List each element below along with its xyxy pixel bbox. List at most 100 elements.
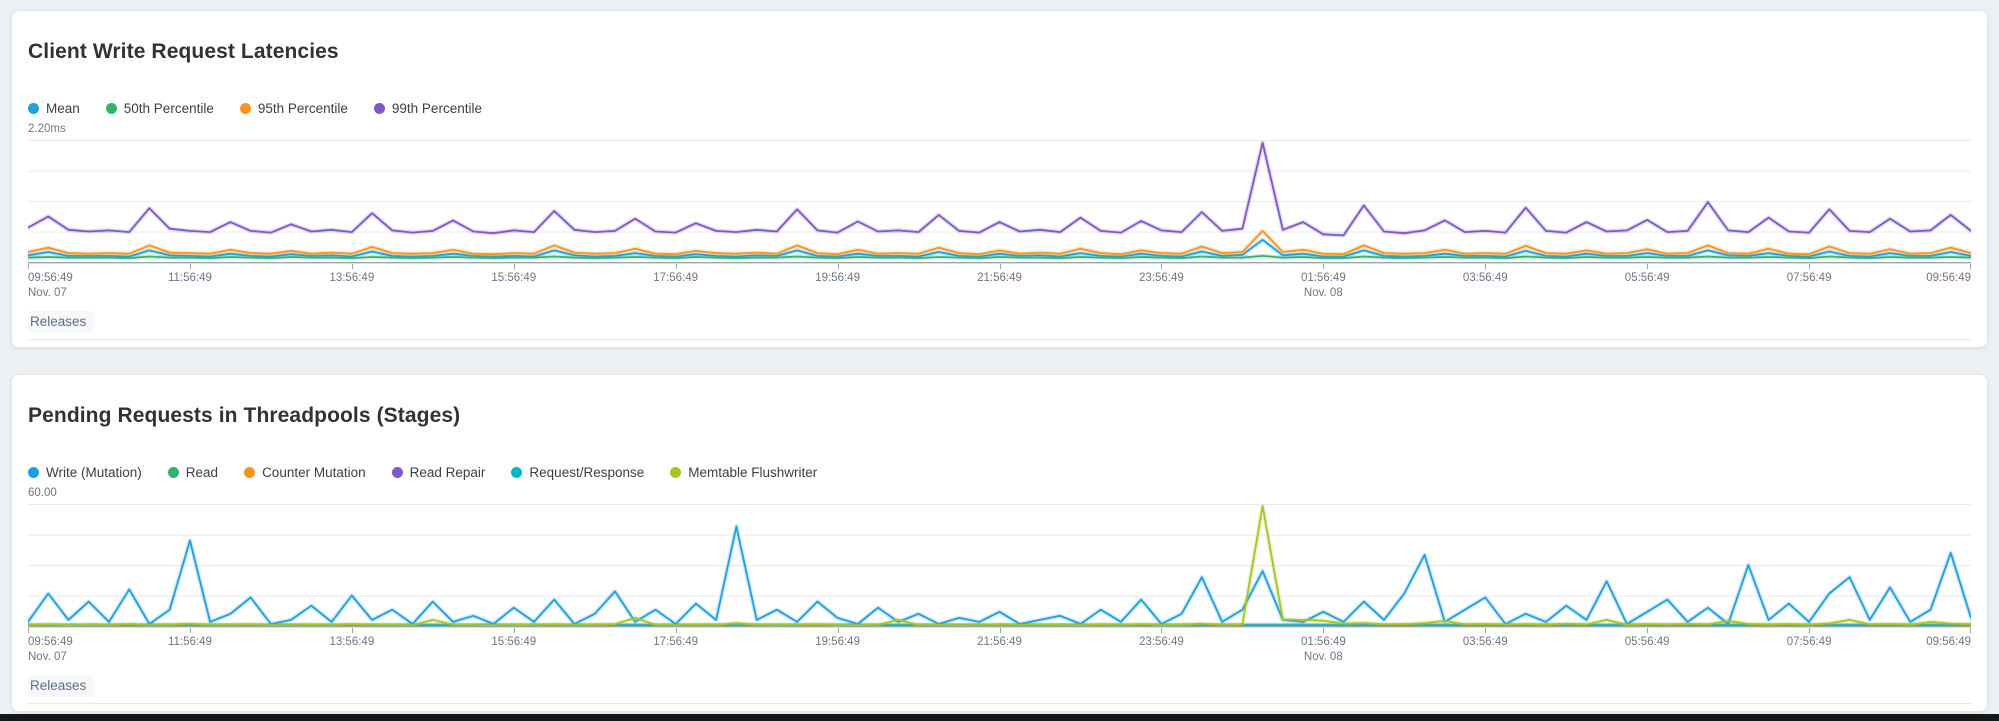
panel-title: Client Write Request Latencies: [28, 40, 339, 63]
x-tick-mark: [999, 264, 1001, 269]
legend-label: Counter Mutation: [262, 465, 366, 480]
x-tick-date-label: Nov. 08: [1303, 287, 1343, 299]
x-tick-label: 13:56:49: [329, 636, 375, 648]
x-tick-label: 07:56:49: [1786, 636, 1832, 648]
x-tick-label: 01:56:49 Nov. 08: [1300, 272, 1346, 299]
x-tick-mark: [189, 264, 191, 269]
x-tick-mark: [28, 264, 29, 269]
x-tick-label: 15:56:49: [491, 272, 537, 284]
legend-item[interactable]: Read: [167, 465, 219, 480]
x-tick-label: 23:56:49: [1139, 272, 1184, 284]
x-tick-mark: [1485, 264, 1487, 269]
x-axis-line: [28, 262, 1971, 264]
legend-label: Write (Mutation): [46, 465, 142, 480]
x-tick-label: 03:56:49: [1462, 636, 1508, 648]
x-axis-labels: 09:56:49 Nov. 07 11:56:49 13:56:49 15:56:49 1…: [28, 271, 1971, 303]
x-tick-label: 21:56:49: [977, 636, 1022, 648]
chart-plot-area[interactable]: 09:56:49 Nov. 07 11:56:49 13:56:49 15:56:49 1…: [28, 140, 1971, 303]
legend-item[interactable]: Read Repair: [391, 465, 486, 480]
legend-label: Read Repair: [409, 465, 486, 480]
x-tick-label: 09:56:49 Nov. 07: [28, 636, 73, 663]
x-tick-label: 19:56:49: [815, 636, 860, 648]
chart-plot-area[interactable]: 09:56:49 Nov. 07 11:56:49 13:56:49 15:56:49 1…: [28, 504, 1971, 667]
legend-item[interactable]: Mean: [28, 101, 80, 116]
legend-label: Memtable Flushwriter: [688, 465, 818, 480]
x-tick-label: 21:56:49: [977, 272, 1022, 284]
legend-item[interactable]: 50th Percentile: [105, 101, 214, 116]
x-tick-mark: [513, 264, 515, 269]
pending-threadpool-requests-panel: Pending Requests in Threadpools (Stages)…: [11, 374, 1988, 712]
panel-title: Pending Requests in Threadpools (Stages): [28, 404, 461, 427]
x-tick-mark: [1970, 628, 1971, 633]
legend-dot-icon: [28, 467, 39, 478]
window-bottom-edge: [0, 714, 1999, 721]
legend-dot-icon: [391, 467, 403, 478]
legend: Mean 50th Percentile 95th Percentile 99th P…: [28, 101, 1971, 116]
x-tick-mark: [351, 628, 353, 633]
legend: Write (Mutation) Read Counter Mutation Read…: [28, 465, 1971, 480]
legend-dot-icon: [28, 103, 39, 114]
x-tick-label: 15:56:49: [491, 636, 537, 648]
x-tick-label: 05:56:49: [1624, 636, 1670, 648]
x-tick-mark: [28, 628, 29, 633]
x-tick-label: 17:56:49: [653, 272, 699, 284]
x-tick-mark: [999, 628, 1001, 633]
legend-item[interactable]: 95th Percentile: [239, 101, 348, 116]
y-axis-max-label: 2.20ms: [28, 123, 66, 135]
x-tick-mark: [837, 264, 839, 269]
x-axis-ticks: [28, 264, 1971, 269]
x-tick-label: 11:56:49: [167, 272, 212, 284]
legend-label: 95th Percentile: [257, 101, 348, 116]
legend-item[interactable]: Write (Mutation): [28, 465, 142, 480]
releases-divider: [28, 339, 1971, 340]
x-tick-mark: [1485, 628, 1487, 633]
legend-label: Mean: [46, 101, 80, 116]
x-tick-label: 07:56:49: [1786, 272, 1832, 284]
x-axis-ticks: [28, 628, 1971, 633]
x-tick-mark: [675, 264, 677, 269]
chart-canvas[interactable]: [28, 140, 1971, 262]
legend-dot-icon: [373, 103, 385, 114]
legend-dot-icon: [239, 103, 251, 114]
series-line: [28, 255, 1971, 259]
legend-dot-icon: [511, 467, 523, 478]
legend-dot-icon: [670, 467, 682, 478]
releases-toggle[interactable]: Releases: [28, 311, 95, 333]
legend-item[interactable]: 99th Percentile: [373, 101, 482, 116]
x-tick-mark: [189, 628, 191, 633]
x-tick-mark: [1970, 264, 1971, 269]
x-tick-mark: [1323, 628, 1325, 633]
legend-item[interactable]: Request/Response: [511, 465, 644, 480]
x-tick-label: 23:56:49: [1139, 636, 1184, 648]
legend-dot-icon: [105, 103, 117, 114]
x-tick-mark: [513, 628, 515, 633]
x-tick-mark: [351, 264, 353, 269]
x-tick-label: 03:56:49: [1462, 272, 1508, 284]
series-line: [28, 505, 1971, 626]
series-line: [28, 525, 1971, 625]
x-tick-label: 11:56:49: [167, 636, 212, 648]
legend-item[interactable]: Counter Mutation: [244, 465, 366, 480]
releases-toggle[interactable]: Releases: [28, 675, 95, 697]
legend-dot-icon: [244, 467, 256, 478]
legend-label: Request/Response: [529, 465, 645, 480]
legend-label: 99th Percentile: [391, 101, 482, 116]
series-line: [28, 230, 1971, 256]
x-tick-date-label: Nov. 07: [28, 651, 67, 663]
legend-label: Read: [185, 465, 219, 480]
x-tick-mark: [1809, 264, 1811, 269]
x-tick-label: 13:56:49: [329, 272, 375, 284]
x-tick-label: 17:56:49: [653, 636, 699, 648]
x-tick-mark: [1809, 628, 1811, 633]
x-tick-mark: [837, 628, 839, 633]
y-axis-max-label: 60.00: [28, 487, 57, 499]
releases-divider: [28, 703, 1971, 704]
chart-canvas[interactable]: [28, 504, 1971, 626]
legend-item[interactable]: Memtable Flushwriter: [670, 465, 817, 480]
x-tick-label: 09:56:49: [1926, 272, 1971, 284]
x-tick-label: 09:56:49 Nov. 07: [28, 272, 73, 299]
x-tick-mark: [1161, 264, 1163, 269]
x-tick-mark: [1647, 628, 1649, 633]
x-tick-date-label: Nov. 07: [28, 287, 67, 299]
